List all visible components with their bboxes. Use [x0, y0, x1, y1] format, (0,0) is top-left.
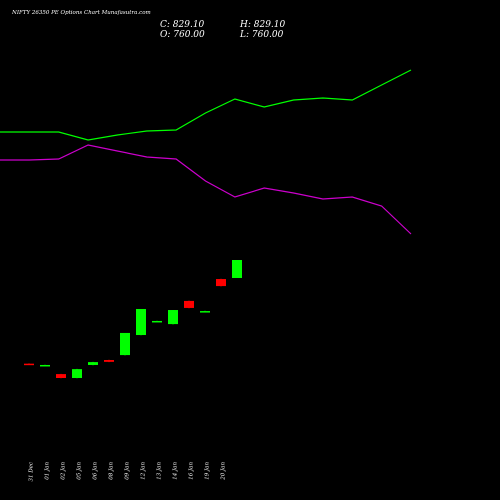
- candle-body: [136, 308, 146, 336]
- x-tick-label: 09 Jan: [125, 462, 131, 480]
- candle-body: [216, 279, 226, 287]
- chart-title: NIFTY 26350 PE Options Chart Munafasutra…: [11, 10, 151, 16]
- low-label: L: 760.00: [239, 30, 284, 40]
- candle-body: [40, 364, 50, 367]
- x-tick-label: 16 Jan: [189, 462, 195, 480]
- indicator-line: [0, 144, 412, 235]
- x-tick-label: 08 Jan: [109, 462, 115, 480]
- candle-body: [88, 362, 98, 365]
- x-tick-label: 31 Dec: [29, 462, 35, 482]
- candle-body: [200, 311, 210, 313]
- x-tick-label: 12 Jan: [141, 462, 147, 480]
- candle-body: [104, 360, 114, 362]
- x-tick-label: 02 Jan: [61, 462, 67, 480]
- open-label: O: 760.00: [160, 30, 205, 40]
- candle-body: [120, 332, 130, 356]
- x-tick-label: 13 Jan: [157, 462, 163, 480]
- x-tick-label: 19 Jan: [205, 462, 211, 480]
- candle-body: [56, 374, 66, 378]
- x-tick-label: 06 Jan: [93, 462, 99, 480]
- x-tick-label: 14 Jan: [173, 462, 179, 480]
- candle-body: [72, 369, 82, 378]
- x-tick-label: 20 Jan: [221, 462, 227, 481]
- high-label: H: 829.10: [239, 20, 286, 30]
- candle-body: [184, 300, 194, 308]
- candle-body: [24, 363, 34, 366]
- x-tick-label: 01 Jan: [45, 462, 51, 480]
- close-label: C: 829.10: [160, 20, 205, 30]
- indicator-line: [0, 69, 412, 141]
- x-tick-label: 05 Jan: [77, 462, 83, 480]
- candle-body: [232, 260, 242, 278]
- candle-body: [152, 320, 162, 323]
- candle-body: [168, 310, 178, 325]
